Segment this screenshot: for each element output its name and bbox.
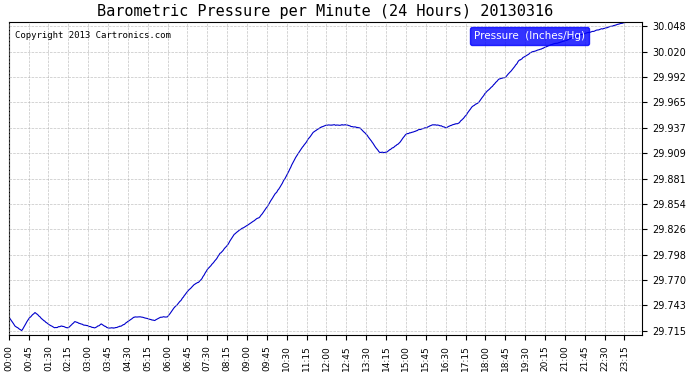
Pressure  (Inches/Hg) xyxy=(79,322,87,327)
Text: Copyright 2013 Cartronics.com: Copyright 2013 Cartronics.com xyxy=(15,31,171,40)
Title: Barometric Pressure per Minute (24 Hours) 20130316: Barometric Pressure per Minute (24 Hours… xyxy=(97,4,553,19)
Pressure  (Inches/Hg) xyxy=(17,328,26,333)
Pressure  (Inches/Hg) xyxy=(5,315,13,320)
Pressure  (Inches/Hg) xyxy=(574,33,582,38)
Pressure  (Inches/Hg) xyxy=(289,160,297,165)
Pressure  (Inches/Hg) xyxy=(513,62,521,66)
Pressure  (Inches/Hg) xyxy=(385,148,393,152)
Legend: Pressure  (Inches/Hg): Pressure (Inches/Hg) xyxy=(470,27,589,45)
Pressure  (Inches/Hg) xyxy=(622,20,631,24)
Line: Pressure  (Inches/Hg): Pressure (Inches/Hg) xyxy=(9,15,642,330)
Pressure  (Inches/Hg) xyxy=(638,13,647,18)
